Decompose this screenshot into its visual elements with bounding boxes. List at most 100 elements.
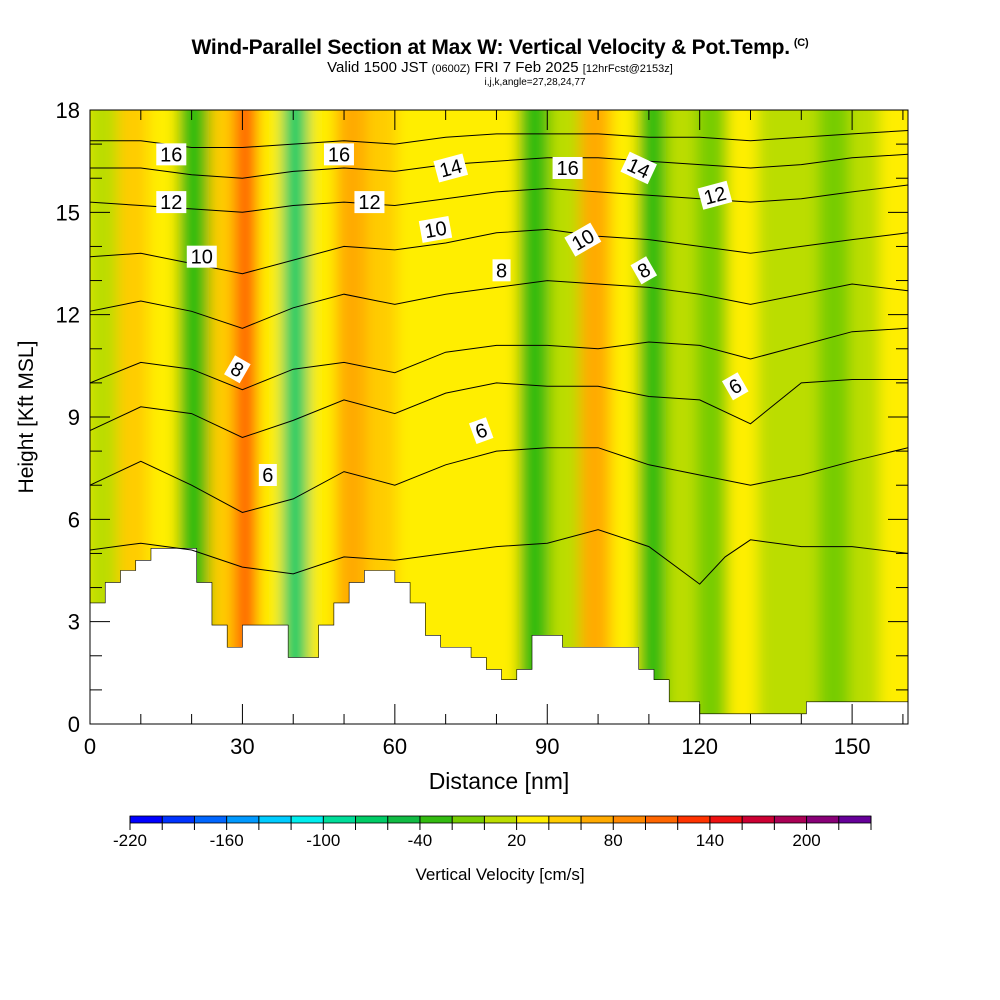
colorbar-swatch bbox=[226, 816, 260, 823]
terrain bbox=[89, 548, 909, 725]
velocity-band bbox=[518, 110, 556, 724]
colorbar-swatch bbox=[709, 816, 743, 823]
velocity-band bbox=[457, 110, 495, 724]
colorbar-frame bbox=[129, 815, 872, 824]
y-tick-label: 18 bbox=[56, 98, 80, 123]
colorbar-swatch bbox=[806, 816, 840, 823]
colorbar-swatch bbox=[194, 816, 227, 823]
colorbar-swatch bbox=[355, 816, 389, 823]
isentrope-label-box bbox=[156, 143, 187, 166]
isentrope-label-box bbox=[224, 355, 251, 384]
y-tick-label: 0 bbox=[68, 712, 80, 737]
colorbar-swatch bbox=[838, 816, 872, 823]
isentrope-line bbox=[90, 184, 908, 213]
velocity-band bbox=[579, 110, 617, 724]
chart-title: Wind-Parallel Section at Max W: Vertical… bbox=[0, 36, 1000, 60]
isentrope-label: 16 bbox=[156, 143, 187, 166]
colorbar-tick-label: 200 bbox=[792, 831, 820, 850]
valid-date: FRI 7 Feb 2025 bbox=[474, 59, 579, 76]
x-tick-label: 150 bbox=[834, 734, 871, 759]
isentrope-label: 10 bbox=[186, 245, 217, 269]
isentrope-label-box bbox=[697, 180, 733, 210]
isentrope-label: 6 bbox=[258, 463, 277, 487]
colorbar-swatch bbox=[742, 816, 775, 823]
title-tag: (C) bbox=[793, 37, 809, 49]
colorbar-tick-label: 80 bbox=[604, 831, 623, 850]
isentrope-label: 8 bbox=[630, 256, 658, 285]
isentrope-line bbox=[90, 280, 908, 329]
axes: 0 30 60 90 120 150 0 3 6 9 12 15 18 bbox=[56, 98, 908, 759]
isentrope-label-text: 12 bbox=[358, 192, 380, 214]
y-tick-label: 12 bbox=[56, 303, 80, 328]
isentrope-label-box bbox=[721, 372, 749, 401]
isentrope-label-box bbox=[564, 222, 602, 257]
velocity-field bbox=[90, 110, 908, 724]
chart-title-text: Wind-Parallel Section at Max W: Vertical… bbox=[191, 36, 791, 59]
title-block: Wind-Parallel Section at Max W: Vertical… bbox=[0, 36, 1000, 88]
isentrope-label-box bbox=[323, 143, 354, 166]
velocity-band bbox=[549, 110, 586, 724]
y-tick-label: 3 bbox=[68, 610, 80, 635]
isentrope-label-text: 16 bbox=[160, 144, 182, 166]
isentrope-line bbox=[90, 529, 908, 585]
colorbar-swatch bbox=[130, 816, 163, 823]
x-tick-label: 0 bbox=[84, 734, 96, 759]
colorbar-swatch bbox=[291, 816, 324, 823]
velocity-band bbox=[666, 110, 703, 724]
valid-time: Valid 1500 JST bbox=[327, 59, 428, 76]
colorbar-swatch bbox=[419, 816, 453, 823]
colorbar-swatch bbox=[452, 816, 485, 823]
isentrope-line bbox=[90, 130, 908, 148]
velocity-band bbox=[427, 110, 464, 724]
isentrope-label: 6 bbox=[721, 372, 749, 401]
isentrope-line bbox=[90, 327, 908, 391]
y-tick-label: 9 bbox=[68, 405, 80, 430]
isentrope-label-text: 10 bbox=[423, 218, 449, 244]
x-tick-label: 90 bbox=[535, 734, 559, 759]
colorbar-label: Vertical Velocity [cm/s] bbox=[415, 865, 584, 884]
x-axis-label: Distance [nm] bbox=[429, 768, 570, 794]
isentrope-label-box bbox=[418, 215, 453, 243]
isentrope-label-box bbox=[258, 463, 277, 486]
isentrope-label-text: 16 bbox=[328, 144, 350, 166]
colorbar-tick-label: -160 bbox=[210, 831, 244, 850]
colorbar-swatch bbox=[645, 816, 678, 823]
colorbar-swatch bbox=[484, 816, 517, 823]
colorbar-swatch bbox=[516, 816, 550, 823]
isentrope-label-text: 16 bbox=[556, 158, 578, 180]
isentrope-label-box bbox=[620, 151, 657, 185]
isentrope-label-box bbox=[156, 191, 187, 214]
isentrope-label: 8 bbox=[492, 259, 511, 282]
isentrope-label-text: 10 bbox=[191, 247, 213, 269]
isentrope-label-text: 12 bbox=[160, 192, 182, 214]
isentrope-label: 6 bbox=[468, 417, 494, 445]
velocity-band bbox=[757, 110, 795, 724]
x-tick-label: 60 bbox=[383, 734, 407, 759]
y-axis-label: Height [Kft MSL] bbox=[15, 341, 38, 494]
isentrope-label: 16 bbox=[552, 156, 583, 180]
isentrope-label: 10 bbox=[418, 215, 453, 244]
velocity-band bbox=[849, 110, 886, 724]
isentrope-label: 8 bbox=[224, 355, 251, 384]
isentrope-label: 12 bbox=[156, 191, 187, 214]
colorbar-swatch bbox=[258, 816, 292, 823]
chart-subtitle: Valid 1500 JST (0600Z) FRI 7 Feb 2025 [1… bbox=[0, 60, 1000, 77]
isentrope-label-box bbox=[630, 256, 658, 285]
colorbar-swatch bbox=[774, 816, 807, 823]
colorbar-tick-label: 20 bbox=[507, 831, 526, 850]
isentrope-label: 16 bbox=[323, 143, 354, 166]
colorbar-swatch bbox=[581, 816, 614, 823]
velocity-band bbox=[818, 110, 856, 724]
isentrope-label: 14 bbox=[433, 153, 469, 183]
colorbar-swatch bbox=[613, 816, 646, 823]
grid-indices: i,j,k,angle=27,28,24,77 bbox=[484, 77, 586, 88]
valid-utc: (0600Z) bbox=[431, 63, 471, 75]
colorbar-swatch bbox=[677, 816, 711, 823]
isentrope-line bbox=[90, 379, 908, 439]
colorbar-swatch bbox=[387, 816, 421, 823]
isentrope-label-box bbox=[186, 245, 217, 268]
isentrope-label-box bbox=[468, 417, 494, 445]
colorbar-tick-label: 140 bbox=[696, 831, 724, 850]
isentrope-label: 12 bbox=[354, 191, 385, 214]
